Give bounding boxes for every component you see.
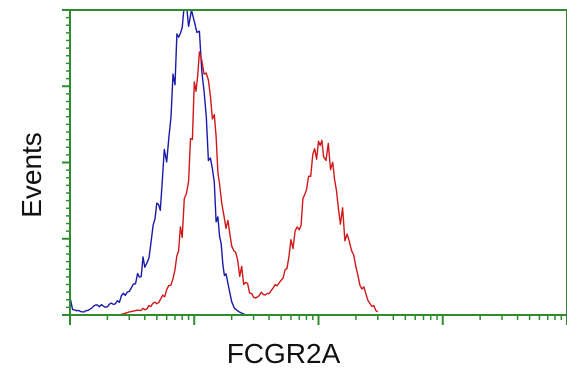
plot-frame — [69, 9, 567, 316]
ticks-layer — [62, 9, 567, 325]
series-line-1 — [69, 9, 254, 316]
series-line-2 — [119, 51, 379, 316]
y-axis-label-box: Events — [2, 100, 62, 250]
series-layer — [69, 9, 379, 316]
x-axis-label: FCGR2A — [226, 338, 341, 369]
y-axis-label: Events — [16, 132, 47, 218]
